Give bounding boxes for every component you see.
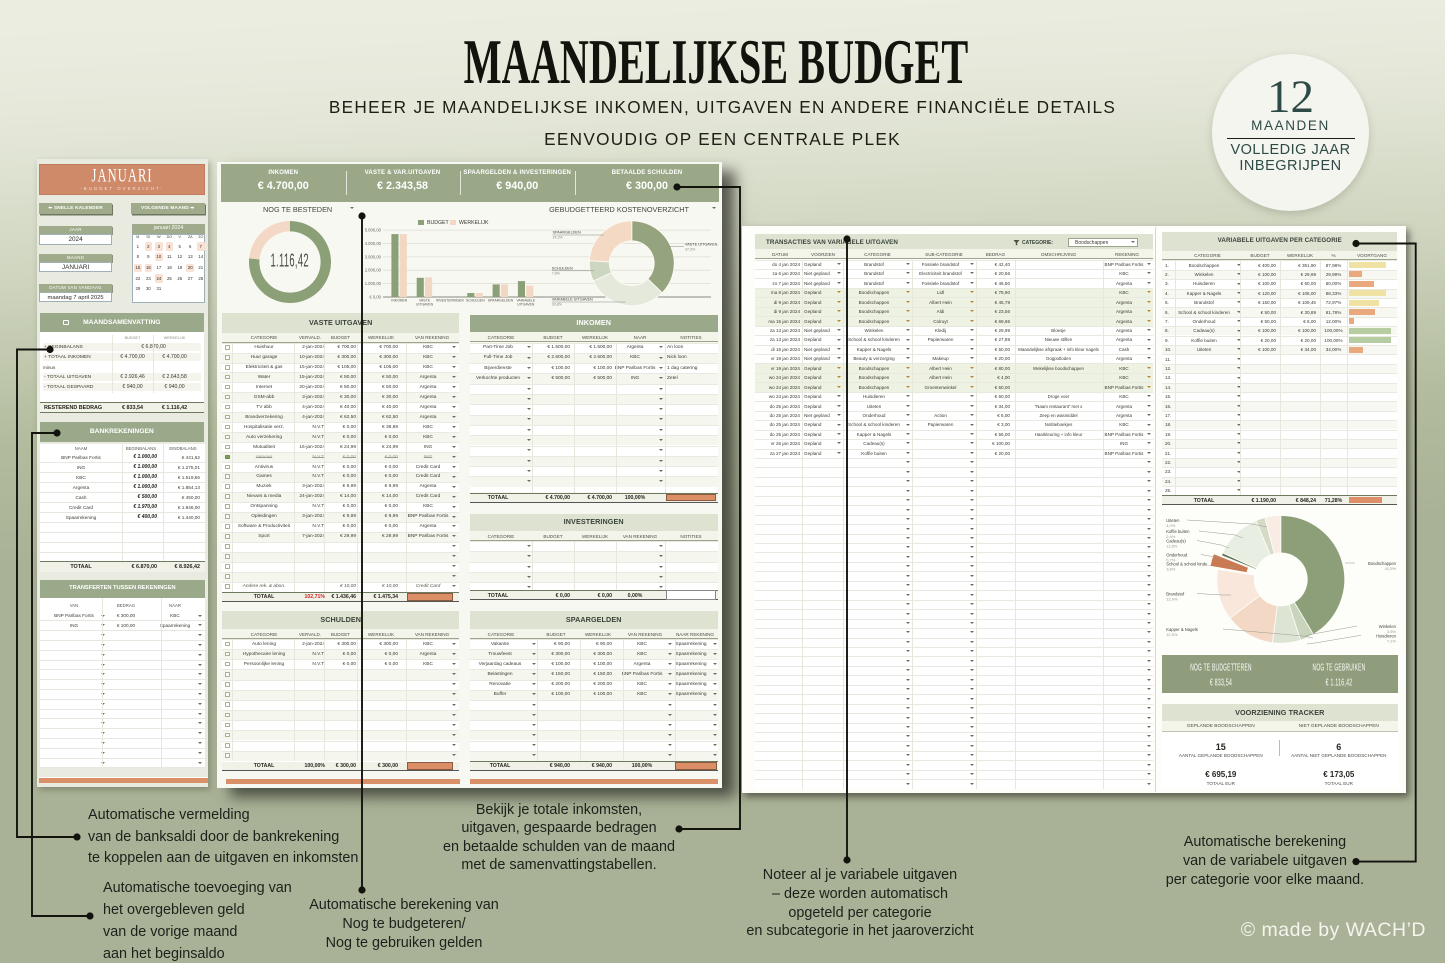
svg-text:2.000,00: 2.000,00 <box>365 268 382 273</box>
svg-text:3,6%: 3,6% <box>1166 567 1176 572</box>
svg-text:4,0%: 4,0% <box>1166 523 1176 528</box>
svg-text:VARIABELE UITGAVEN: VARIABELE UITGAVEN <box>552 298 593 302</box>
svg-text:Koffie buiten: Koffie buiten <box>1166 529 1190 534</box>
svg-text:€ 0,00: € 0,00 <box>369 295 381 300</box>
svg-text:UITGAVEN: UITGAVEN <box>517 303 535 307</box>
svg-text:VASTE: VASTE <box>419 299 431 303</box>
svg-text:UITGAVEN: UITGAVEN <box>416 303 434 307</box>
svg-text:12,9%: 12,9% <box>1166 597 1178 602</box>
svg-text:SPAARGELDEN: SPAARGELDEN <box>553 231 581 235</box>
svg-text:Cadeau(s): Cadeau(s) <box>1166 539 1186 544</box>
svg-text:0,7%: 0,7% <box>1166 558 1176 563</box>
svg-text:SCHULDEN: SCHULDEN <box>552 266 573 270</box>
svg-text:37,3%: 37,3% <box>685 248 696 252</box>
svg-text:SPAARGELDEN: SPAARGELDEN <box>488 299 514 303</box>
svg-text:30,8%: 30,8% <box>552 303 563 307</box>
svg-text:24,3%: 24,3% <box>553 236 564 240</box>
svg-text:12,5%: 12,5% <box>1166 632 1178 637</box>
svg-text:4.000,00: 4.000,00 <box>365 241 382 246</box>
svg-text:VARIABELE: VARIABELE <box>517 299 536 303</box>
svg-text:INVESTERINGEN: INVESTERINGEN <box>436 299 464 303</box>
svg-text:11,8%: 11,8% <box>1166 544 1177 549</box>
svg-text:5.000,00: 5.000,00 <box>365 228 382 233</box>
svg-text:Uiteten: Uiteten <box>1166 518 1180 523</box>
svg-text:VASTE UITGAVEN: VASTE UITGAVEN <box>685 243 718 247</box>
svg-text:INKOMEN: INKOMEN <box>391 299 407 303</box>
svg-text:7,1%: 7,1% <box>1387 638 1397 643</box>
svg-text:2,4%: 2,4% <box>1166 534 1176 539</box>
svg-text:41,5%: 41,5% <box>1385 566 1397 571</box>
svg-text:7,8%: 7,8% <box>552 271 561 275</box>
svg-text:School & school kinde...: School & school kinde... <box>1166 562 1211 567</box>
svg-text:Brandstof: Brandstof <box>1166 592 1185 597</box>
svg-text:SCHULDEN: SCHULDEN <box>466 299 485 303</box>
svg-text:Kapper & Nagels: Kapper & Nagels <box>1166 627 1198 632</box>
svg-text:1.000,00: 1.000,00 <box>365 281 382 286</box>
svg-text:Onderhoud: Onderhoud <box>1166 553 1188 558</box>
svg-text:3.000,00: 3.000,00 <box>365 254 382 259</box>
